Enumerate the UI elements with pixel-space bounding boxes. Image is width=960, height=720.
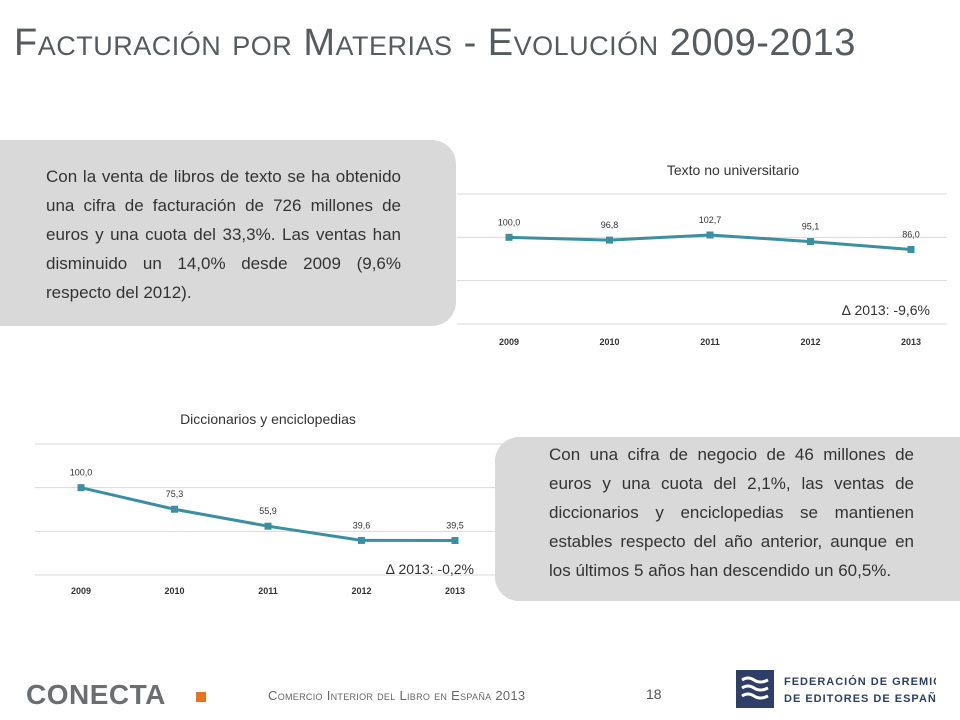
data-point <box>606 236 613 244</box>
x-tick-label: 2010 <box>164 586 184 596</box>
delta-annotation: ∆ 2013: -9,6% <box>842 302 930 318</box>
summary-box-diccionarios: Con una cifra de negocio de 46 millones … <box>495 437 960 601</box>
x-tick-label: 2012 <box>800 337 820 347</box>
data-label: 100,0 <box>498 217 521 227</box>
chart-texto-no-universitario: Texto no universitario 100,0 96,8 102,7 95,… <box>457 162 947 347</box>
x-tick-label: 2009 <box>499 337 519 347</box>
data-label: 39,6 <box>353 520 371 530</box>
data-point <box>171 505 178 513</box>
x-tick-label: 2010 <box>599 337 619 347</box>
data-point <box>807 238 814 246</box>
federacion-name-line2: DE EDITORES DE ESPAÑA <box>784 692 936 705</box>
summary-text-diccionarios: Con una cifra de negocio de 46 millones … <box>549 445 914 580</box>
x-tick-label: 2009 <box>71 586 91 596</box>
x-tick-label: 2013 <box>445 586 465 596</box>
conecta-logo: CONECTA <box>26 679 206 710</box>
federacion-logo: FEDERACIÓN DE GREMIOS DE EDITORES DE ESP… <box>736 670 936 708</box>
summary-box-texto: Con la venta de libros de texto se ha ob… <box>0 140 456 326</box>
conecta-logo-square <box>196 692 206 702</box>
x-tick-label: 2013 <box>901 337 921 347</box>
delta-annotation: ∆ 2013: -0,2% <box>386 561 474 577</box>
data-label: 95,1 <box>802 222 820 232</box>
x-tick-label: 2012 <box>351 586 371 596</box>
federacion-emblem-icon <box>736 670 774 708</box>
data-point <box>907 245 915 253</box>
chart-title: Texto no universitario <box>667 162 800 178</box>
data-point <box>451 537 459 545</box>
footer-text: Comercio Interior del Libro en España 20… <box>268 688 526 703</box>
chart-diccionarios-enciclopedias: Diccionarios y enciclopedias 100,0 75,3 55… <box>35 411 505 596</box>
x-tick-label: 2011 <box>700 337 720 347</box>
conecta-logo-text: CONECTA <box>26 679 166 710</box>
data-point <box>358 536 365 544</box>
x-tick-label: 2011 <box>258 586 278 596</box>
federacion-name-line1: FEDERACIÓN DE GREMIOS <box>784 675 936 688</box>
data-label: 55,9 <box>259 506 277 516</box>
chart-title: Diccionarios y enciclopedias <box>180 411 356 427</box>
data-point <box>264 522 272 530</box>
page-number: 18 <box>646 686 662 702</box>
data-label: 100,0 <box>70 468 93 478</box>
data-label: 96,8 <box>601 220 619 230</box>
data-label: 102,7 <box>699 215 722 225</box>
data-point <box>706 231 714 239</box>
data-point <box>77 484 85 492</box>
data-point <box>505 233 513 241</box>
data-label: 75,3 <box>166 489 184 499</box>
page-title: Facturación por Materias - Evolución 200… <box>14 22 856 64</box>
data-label: 39,5 <box>446 521 464 531</box>
data-label: 86,0 <box>902 229 920 239</box>
summary-text-texto: Con la venta de libros de texto se ha ob… <box>46 167 401 302</box>
